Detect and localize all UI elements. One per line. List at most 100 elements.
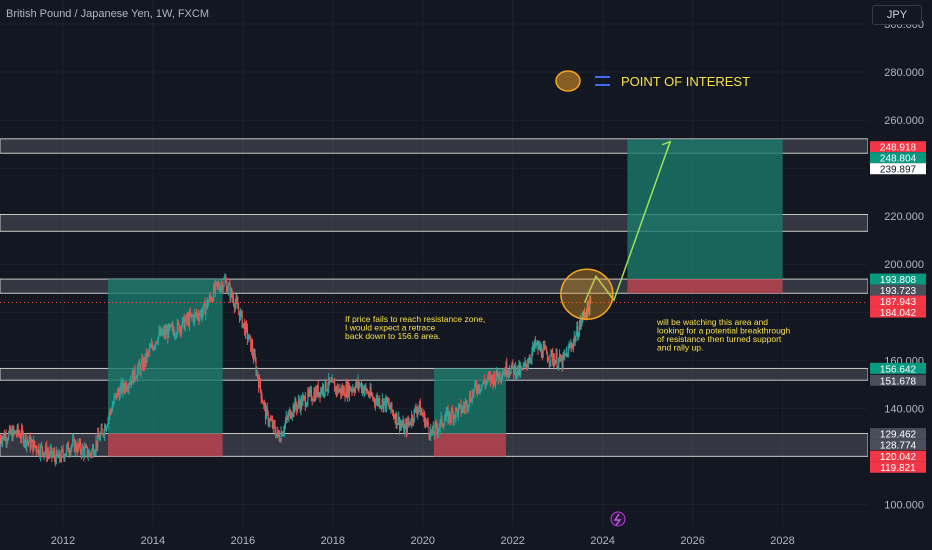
candle-body [488, 376, 490, 378]
price-tag-label: 120.042 [880, 452, 917, 463]
candle-body [275, 432, 277, 438]
candle-body [224, 278, 226, 280]
candle-body [306, 402, 308, 406]
candle-body [261, 398, 263, 402]
candle-body [113, 397, 115, 404]
candle-body [16, 425, 18, 435]
candle-body [24, 435, 26, 442]
candle-body [141, 358, 143, 363]
candle-body [368, 395, 370, 397]
candle-body [356, 381, 358, 387]
candle-body [20, 437, 22, 439]
candle-body [194, 313, 197, 315]
candle-body [119, 387, 121, 399]
candle-body [240, 311, 242, 313]
candle-body [518, 364, 520, 375]
candle-body [250, 336, 252, 352]
candle-body [237, 302, 239, 309]
candle-body [69, 452, 71, 454]
candle-body [578, 325, 581, 335]
candle-body [439, 420, 441, 428]
candle-body [448, 412, 450, 422]
candle-body [316, 385, 319, 396]
candle-body [367, 392, 370, 396]
candle-body [565, 352, 568, 355]
candle-body [136, 369, 139, 378]
candle-body [362, 386, 364, 394]
candle-body [267, 411, 269, 424]
candle-body [395, 413, 397, 424]
candle-body [301, 398, 303, 406]
currency-button[interactable]: JPY [872, 5, 922, 25]
candle-body [293, 405, 295, 413]
candle-body [539, 346, 542, 350]
candle-body [531, 351, 533, 360]
candle-body [85, 446, 88, 448]
candle-body [83, 448, 85, 456]
candle-body [39, 453, 41, 456]
candle-body [469, 395, 471, 405]
candle-body [218, 283, 220, 289]
candle-body [207, 301, 210, 307]
candle-body [514, 365, 517, 378]
candle-body [295, 400, 297, 407]
candle-body [483, 380, 485, 383]
candle-body [383, 401, 385, 410]
candle-body [1, 437, 4, 443]
candle-body [548, 359, 550, 363]
candle-body [172, 325, 174, 331]
candle-body [115, 392, 117, 396]
candle-body [480, 389, 482, 391]
candle-body [481, 384, 483, 390]
candle-body [33, 440, 36, 447]
candle-body [502, 374, 504, 376]
candle-body [52, 454, 54, 457]
candle-body [198, 317, 200, 320]
event-marker-icon [610, 511, 626, 527]
candle-body [118, 392, 120, 399]
candle-body [40, 445, 42, 456]
candle-body [497, 375, 499, 379]
candle-body [97, 432, 99, 447]
candle-body [332, 379, 334, 382]
candle-body [375, 400, 377, 405]
candle-body [229, 284, 231, 298]
candle-body [117, 389, 119, 398]
candle-body [405, 423, 408, 433]
candle-body [91, 449, 93, 456]
candle-body [435, 424, 437, 426]
candle-body [421, 411, 423, 415]
candle-body [59, 459, 62, 461]
candle-body [464, 403, 466, 409]
candle-body [587, 302, 589, 309]
poi-circle [560, 268, 614, 320]
candle-body [96, 440, 98, 447]
candle-body [402, 421, 404, 427]
y-tick-label: 260.000 [884, 115, 924, 127]
candle-body [291, 413, 293, 417]
candle-body [171, 325, 173, 327]
candle-body [205, 306, 207, 315]
candle-body [379, 399, 381, 407]
candle-body [554, 360, 556, 366]
candle-body [365, 385, 367, 389]
candle-body [380, 405, 383, 407]
candle-body [409, 421, 411, 425]
candle-body [414, 407, 416, 409]
candle-body [352, 388, 354, 391]
y-tick-label: 280.000 [884, 67, 924, 79]
candle-body [485, 381, 487, 386]
candle-body [508, 370, 511, 373]
candle-body [342, 388, 344, 394]
candle-body [505, 363, 507, 375]
candle-body [482, 380, 485, 384]
candle-body [366, 392, 369, 394]
candle-body [213, 285, 216, 292]
candle-body [296, 405, 299, 410]
candle-body [337, 386, 339, 393]
candle-body [377, 397, 379, 404]
candle-body [331, 379, 333, 382]
candle-body [411, 415, 413, 424]
candle-body [569, 345, 571, 347]
